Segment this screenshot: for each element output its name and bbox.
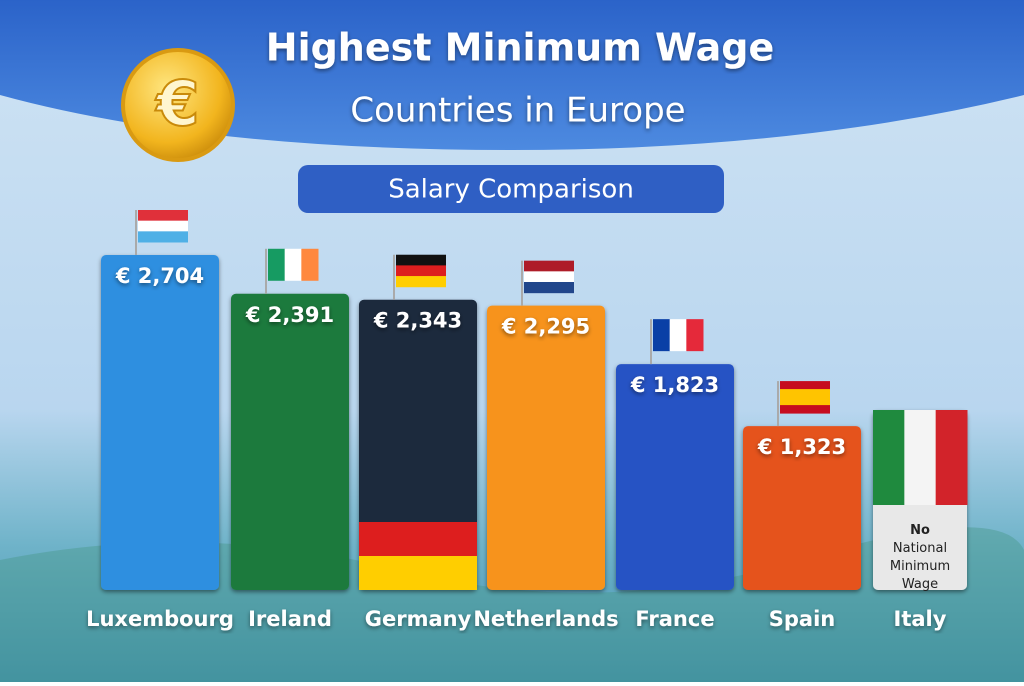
x-tick-label: Italy [894,607,947,631]
note-line: National [893,541,947,556]
flag-stripe [686,319,704,352]
flag-stripe [873,410,905,505]
x-tick-label: Netherlands [473,607,618,631]
flag-stripe [780,405,830,414]
flag-stripe [359,556,477,590]
bar [101,255,219,590]
note-line: Wage [902,577,938,592]
x-tick-label: France [635,607,714,631]
x-tick-label: Spain [769,607,835,631]
flag-stripe [268,248,286,281]
note-line: No [910,523,930,538]
bar [743,426,861,590]
bar [616,364,734,590]
chart-label: Salary Comparison [388,175,634,205]
note-line: Minimum [890,559,950,574]
coin [121,48,235,162]
label-box [298,165,724,213]
flag-stripe [301,248,319,281]
coin-symbol: € [154,67,199,140]
chart-subtitle: Countries in Europe [350,91,685,131]
flag-stripe [396,254,446,266]
flag-stripe [284,248,302,281]
flag-stripe [138,220,188,232]
value-label: € 2,704 [115,264,204,288]
x-tick-label: Germany [365,607,472,631]
flag-stripe [669,319,687,352]
flag-stripe [396,276,446,288]
x-tick-label: Luxembourg [86,607,234,631]
flag-stripe [524,282,574,294]
flag-stripe [524,271,574,283]
flag-stripe [935,410,968,505]
chart-title: Highest Minimum Wage [266,26,774,70]
flag-stripe [138,231,188,243]
flag-stripe [524,260,574,272]
value-label: € 1,323 [757,435,846,459]
value-label: € 2,343 [373,309,462,333]
bar [359,299,477,590]
value-label: € 2,391 [245,303,334,327]
flag-stripe [138,210,188,222]
flag-stripe [780,389,830,398]
flag-stripe [359,522,477,556]
header-band [0,0,1024,150]
flag-stripe [780,381,830,390]
x-tick-label: Ireland [248,607,332,631]
note: No National Minimum Wage [890,523,950,592]
value-label: € 1,823 [630,373,719,397]
bar [487,305,605,590]
flag-stripe [653,319,671,352]
flag-stripe [904,410,937,505]
bar [231,293,349,590]
flag-stripe [396,265,446,277]
flag-stripe [780,397,830,406]
value-label: € 2,295 [501,315,590,339]
